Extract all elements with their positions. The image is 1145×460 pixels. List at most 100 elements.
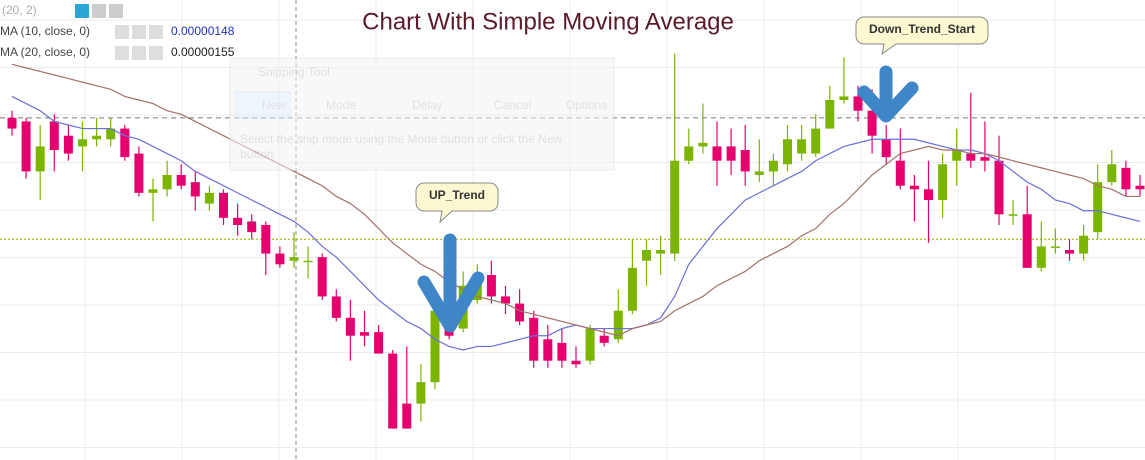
candle-body [275,253,285,265]
candle-body [219,192,228,218]
candle-body [613,310,623,340]
legend-icons [75,4,163,60]
candle-body [416,382,426,404]
callout [855,16,989,56]
candle-body [684,146,694,161]
overlay-text: Select the snip mode using the Mode butt… [240,132,563,146]
chart-title: Chart With Simple Moving Average [362,8,734,35]
candle-body [656,250,666,254]
candle-body [642,250,651,261]
candle-body [797,139,807,154]
candle-body [952,150,962,161]
candle-body [839,96,849,100]
candle-body [1036,246,1046,268]
candle-body [1107,164,1117,183]
candle-body [1050,246,1060,248]
candle-body [585,328,595,361]
candle-body [7,117,17,129]
candle-body [783,139,792,165]
candle-body [924,189,933,200]
candle-body [599,335,609,343]
candle-body [148,189,158,193]
legend-label: MA (10, close, 0) [0,24,90,38]
candle-body [120,128,130,158]
candle-body [966,153,976,161]
candle-body [317,257,327,297]
candle-body [289,257,299,261]
candle-body [1135,185,1145,190]
candle-body [204,192,214,204]
overlay-button[interactable]: Cancel [494,98,531,112]
candle-body [557,342,567,361]
indicator-header: (20, 2) [2,3,37,17]
candle-body [35,146,45,172]
candle-body [1022,214,1032,268]
candle-body [176,175,186,186]
candle-body [881,139,891,158]
candle-body [430,310,440,383]
candle-body [1065,250,1074,254]
annotation: UP_Trend [429,188,485,202]
candle-body [980,157,990,161]
candle-body [754,171,764,175]
icon-settings[interactable] [132,46,146,60]
candle-body [627,267,637,311]
candle-body [501,296,510,304]
icon-eye[interactable] [75,4,89,18]
candle-body [106,128,116,140]
candle-body [515,303,525,322]
candle-body [374,332,384,354]
candle-body [529,317,539,361]
overlay-button[interactable]: Options [566,98,607,112]
candle-body [247,221,257,233]
candle-body [360,332,369,336]
candle-body [853,96,863,111]
candle-body [543,339,553,361]
arrow-up-trend [417,233,485,333]
icon-close[interactable] [109,4,123,18]
candle-body [698,142,708,147]
icon-eye[interactable] [115,25,129,39]
candle-body [768,160,778,172]
moving-average-line [11,63,1140,337]
legend-label: MA (20, close, 0) [0,45,90,59]
callout [415,182,499,224]
candle-body [49,121,59,150]
annotation: Down_Trend_Start [869,22,975,36]
candle-body [1008,214,1018,216]
candle-body [1121,167,1131,190]
candle-body [388,353,398,429]
candle-body [78,139,87,147]
candle-body [162,175,172,190]
candle-body [134,153,144,193]
icon-eye[interactable] [115,46,129,60]
legend-value: 0.00000148 [171,24,235,38]
arrow-down-trend [857,65,919,123]
overlay-button[interactable]: Delay [412,98,443,112]
candle-body [402,403,412,429]
icon-settings[interactable] [92,4,106,18]
overlay-button[interactable]: Mode [326,98,356,112]
candle-body [190,182,200,197]
candle-body [303,260,313,263]
candle-body [825,100,835,129]
candle-body [92,135,102,140]
overlay-title: Snipping Tool [258,65,330,79]
icon-close[interactable] [149,25,163,39]
candle-body [670,160,680,254]
overlay-button[interactable]: New [262,98,286,112]
snipping-tool-overlay: Snipping Tool New Mode Delay Cancel Opti… [229,57,615,171]
candle-body [345,317,355,336]
candle-body [571,360,581,365]
candle-body [331,296,341,318]
icon-close[interactable] [149,46,163,60]
candle-body [712,146,722,161]
overlay-button-bg [235,91,291,119]
overlay-window [229,57,615,171]
icon-settings[interactable] [132,25,146,39]
candle-body [486,275,496,297]
candle-body [1093,182,1103,233]
candle-body [726,146,736,161]
